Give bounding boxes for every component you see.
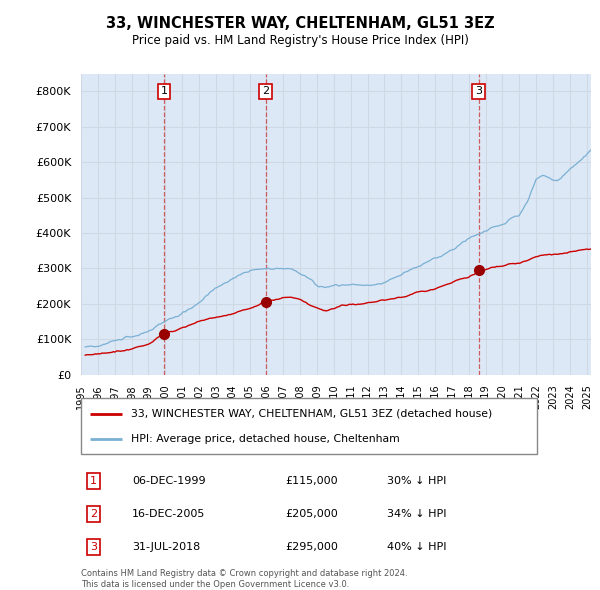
Text: This data is licensed under the Open Government Licence v3.0.: This data is licensed under the Open Gov… — [81, 579, 349, 589]
Text: HPI: Average price, detached house, Cheltenham: HPI: Average price, detached house, Chel… — [131, 434, 400, 444]
Text: Contains HM Land Registry data © Crown copyright and database right 2024.: Contains HM Land Registry data © Crown c… — [81, 569, 407, 578]
Text: 16-DEC-2005: 16-DEC-2005 — [132, 509, 205, 519]
Text: 1: 1 — [160, 87, 167, 96]
Text: 3: 3 — [475, 87, 482, 96]
Text: 40% ↓ HPI: 40% ↓ HPI — [387, 542, 446, 552]
Text: £205,000: £205,000 — [285, 509, 338, 519]
Text: 30% ↓ HPI: 30% ↓ HPI — [387, 476, 446, 486]
Text: 34% ↓ HPI: 34% ↓ HPI — [387, 509, 446, 519]
Text: 31-JUL-2018: 31-JUL-2018 — [132, 542, 200, 552]
Text: 33, WINCHESTER WAY, CHELTENHAM, GL51 3EZ (detached house): 33, WINCHESTER WAY, CHELTENHAM, GL51 3EZ… — [131, 409, 493, 419]
Text: 33, WINCHESTER WAY, CHELTENHAM, GL51 3EZ: 33, WINCHESTER WAY, CHELTENHAM, GL51 3EZ — [106, 16, 494, 31]
Text: 2: 2 — [262, 87, 269, 96]
Text: 3: 3 — [90, 542, 97, 552]
Text: £115,000: £115,000 — [285, 476, 338, 486]
FancyBboxPatch shape — [81, 398, 537, 454]
Text: 06-DEC-1999: 06-DEC-1999 — [132, 476, 206, 486]
Text: 1: 1 — [90, 476, 97, 486]
Text: £295,000: £295,000 — [285, 542, 338, 552]
Text: 2: 2 — [90, 509, 97, 519]
Text: Price paid vs. HM Land Registry's House Price Index (HPI): Price paid vs. HM Land Registry's House … — [131, 34, 469, 47]
